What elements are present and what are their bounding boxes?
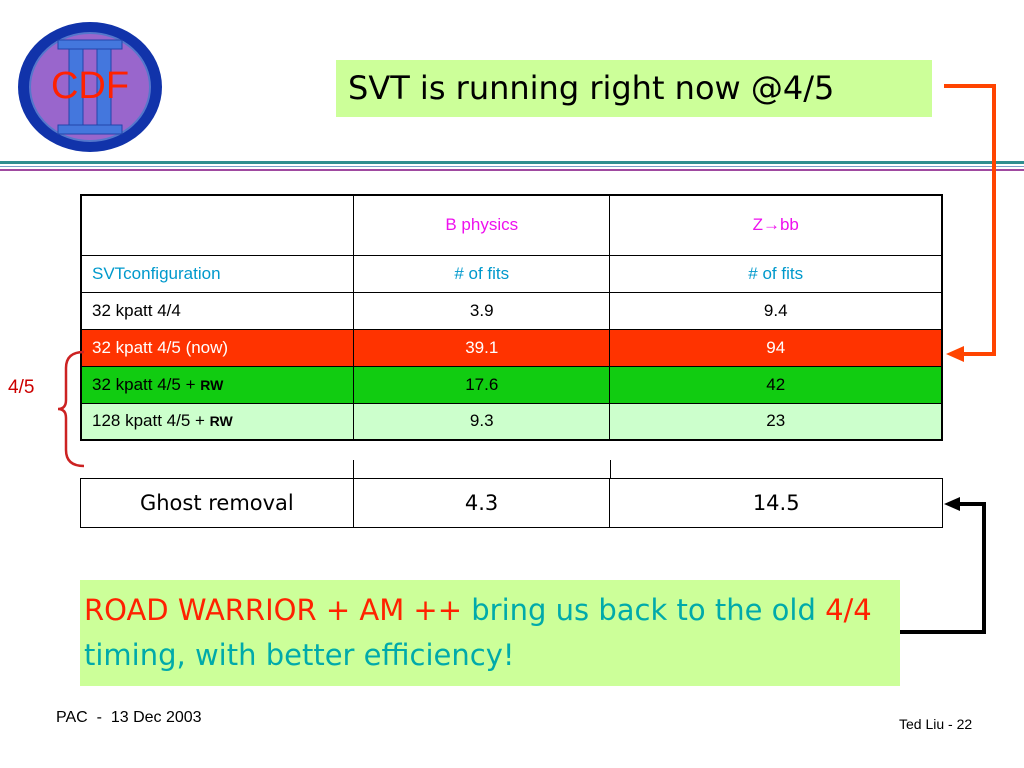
config-cell: 128 kpatt 4/5 + RW (80, 402, 355, 441)
ghost-label: Ghost removal (80, 478, 354, 528)
zbb-cell: 42 (609, 365, 943, 404)
header-rule (0, 166, 1024, 167)
zbb-cell: 9.4 (609, 291, 943, 330)
b-physics-cell: 9.3 (353, 402, 611, 441)
red-arrow-connector (944, 84, 996, 362)
b-physics-cell: 17.6 (353, 365, 611, 404)
header-zbb: Z→bb (609, 194, 943, 256)
ghost-zbb: 14.5 (609, 478, 943, 528)
conclusion-box: ROAD WARRIOR + AM ++ bring us back to th… (80, 580, 900, 686)
conclusion-road-warrior: ROAD WARRIOR (84, 593, 317, 627)
ghost-b-physics: 4.3 (352, 478, 611, 528)
column-divider (610, 460, 611, 478)
config-cell: 32 kpatt 4/5 (now) (80, 328, 355, 367)
cdf-logo: CDF (18, 22, 162, 152)
left-brace (57, 350, 85, 468)
config-cell: 32 kpatt 4/5 + RW (80, 365, 355, 404)
b-physics-cell: 39.1 (353, 328, 611, 367)
header-rule (0, 161, 1024, 164)
table-row-current: 32 kpatt 4/5 (now) 39.1 94 (80, 328, 943, 367)
header-cell (80, 194, 355, 256)
table-row: 32 kpatt 4/4 3.9 9.4 (80, 291, 943, 330)
table-row: 32 kpatt 4/5 + RW 17.6 42 (80, 365, 943, 404)
rw-label: RW (200, 376, 224, 393)
zbb-cell: 94 (609, 328, 943, 367)
b-physics-cell: 3.9 (353, 291, 611, 330)
subheader-config: SVTconfiguration (80, 254, 355, 293)
ghost-removal-table: Ghost removal 4.3 14.5 (80, 478, 943, 528)
footer-author-page: Ted Liu - 22 (899, 716, 973, 732)
rw-label: RW (209, 413, 233, 430)
zbb-cell: 23 (609, 402, 943, 441)
subheader-fits: # of fits (353, 254, 611, 293)
config-cell: 32 kpatt 4/4 (80, 291, 355, 330)
table-subheader-row: SVTconfiguration # of fits # of fits (80, 254, 943, 293)
side-label: 4/5 (8, 377, 35, 398)
logo-text: CDF (51, 65, 129, 107)
footer-date: PAC - 13 Dec 2003 (56, 709, 202, 726)
slide-title: SVT is running right now @4/5 (336, 60, 932, 117)
table-row: Ghost removal 4.3 14.5 (80, 478, 943, 528)
conclusion-am: AM (359, 593, 405, 627)
table-row: 128 kpatt 4/5 + RW 9.3 23 (80, 402, 943, 441)
subheader-fits: # of fits (609, 254, 943, 293)
fits-table: B physics Z→bb SVTconfiguration # of fit… (80, 194, 943, 441)
header-b-physics: B physics (353, 194, 611, 256)
table-header-row: B physics Z→bb (80, 194, 943, 256)
header-rule (0, 169, 1024, 171)
black-arrow-connector (900, 497, 986, 634)
column-divider (353, 460, 354, 478)
